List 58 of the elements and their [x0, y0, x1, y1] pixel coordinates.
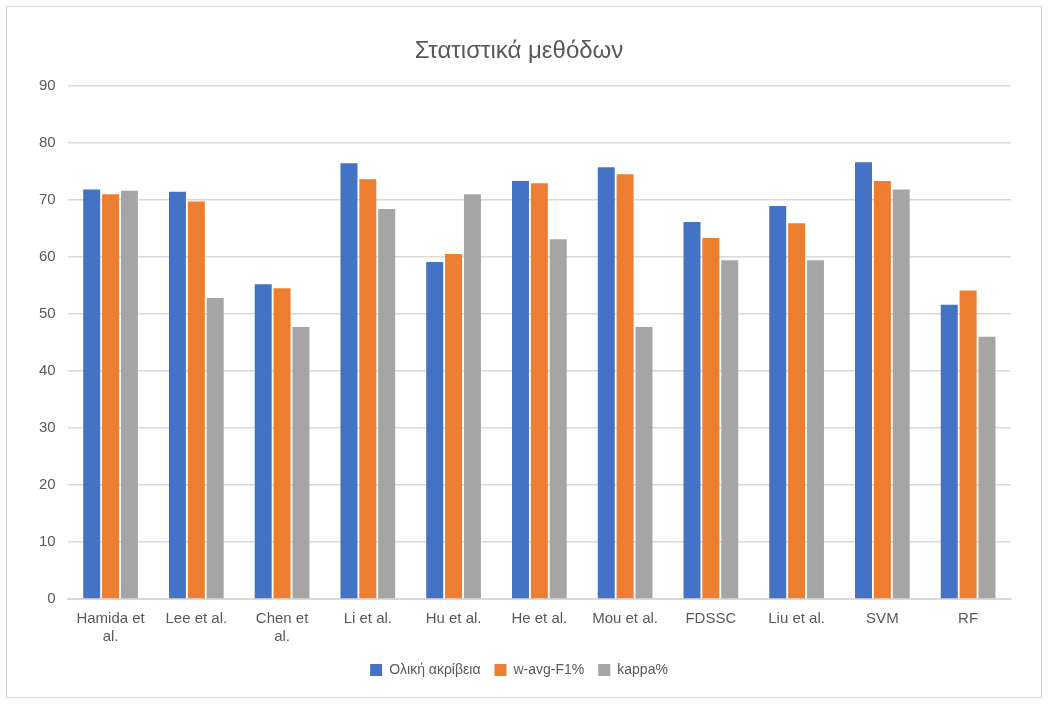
bar — [426, 262, 444, 599]
bar — [702, 238, 720, 599]
x-tick-label: FDSSC — [685, 609, 737, 627]
bar — [254, 284, 272, 599]
bar — [549, 239, 567, 599]
bar — [635, 327, 653, 599]
bar — [616, 174, 634, 599]
x-tick-label: RF — [958, 609, 979, 627]
x-tick-label: He et al. — [511, 609, 568, 627]
bar — [873, 181, 891, 599]
x-tick-label: Liu et al. — [768, 609, 825, 627]
bar — [292, 327, 310, 599]
y-tick-label: 40 — [39, 361, 56, 379]
bar — [892, 189, 910, 599]
bar — [102, 194, 120, 599]
x-tick-label: SVM — [866, 609, 899, 627]
bar — [855, 162, 872, 599]
bar — [83, 189, 101, 599]
bar — [340, 163, 358, 599]
bar — [206, 297, 224, 599]
x-tick-label: Hamida et al. — [76, 609, 146, 645]
legend-label: Ολική ακρίβεια — [389, 660, 481, 677]
bar — [721, 260, 739, 599]
y-tick-label: 60 — [39, 247, 56, 265]
chart-title: Στατιστικά μεθόδων — [414, 36, 624, 64]
y-tick-label: 10 — [39, 532, 56, 550]
bar — [120, 190, 138, 599]
bar — [940, 304, 958, 599]
bar — [187, 201, 205, 599]
bar — [683, 222, 701, 599]
bar — [378, 208, 396, 599]
x-tick-label: Hu et al. — [425, 609, 482, 627]
x-tick-label: Li et al. — [343, 609, 393, 627]
bar — [788, 223, 806, 599]
bar — [273, 288, 291, 599]
y-tick-label: 0 — [47, 589, 56, 607]
y-tick-label: 80 — [39, 132, 56, 150]
bar — [463, 194, 481, 599]
bar — [511, 181, 529, 599]
bar — [806, 260, 824, 599]
y-tick-label: 90 — [39, 75, 56, 93]
bar — [597, 167, 615, 599]
y-tick-label: 50 — [39, 304, 56, 322]
x-tick-label: Mou et al. — [592, 609, 659, 627]
legend-label: w-avg-F1% — [512, 660, 585, 677]
bar — [168, 191, 186, 599]
bar — [959, 290, 977, 599]
bar — [359, 179, 377, 599]
y-tick-label: 20 — [39, 475, 56, 493]
legend-label: kappa% — [617, 660, 668, 677]
bar — [530, 183, 548, 599]
x-tick-label: Chen et al. — [255, 609, 310, 645]
bar — [445, 254, 463, 599]
bar — [769, 206, 787, 599]
y-tick-label: 30 — [39, 418, 56, 436]
x-tick-label: Lee et al. — [165, 609, 228, 627]
bar — [978, 336, 996, 599]
y-tick-label: 70 — [39, 189, 56, 207]
